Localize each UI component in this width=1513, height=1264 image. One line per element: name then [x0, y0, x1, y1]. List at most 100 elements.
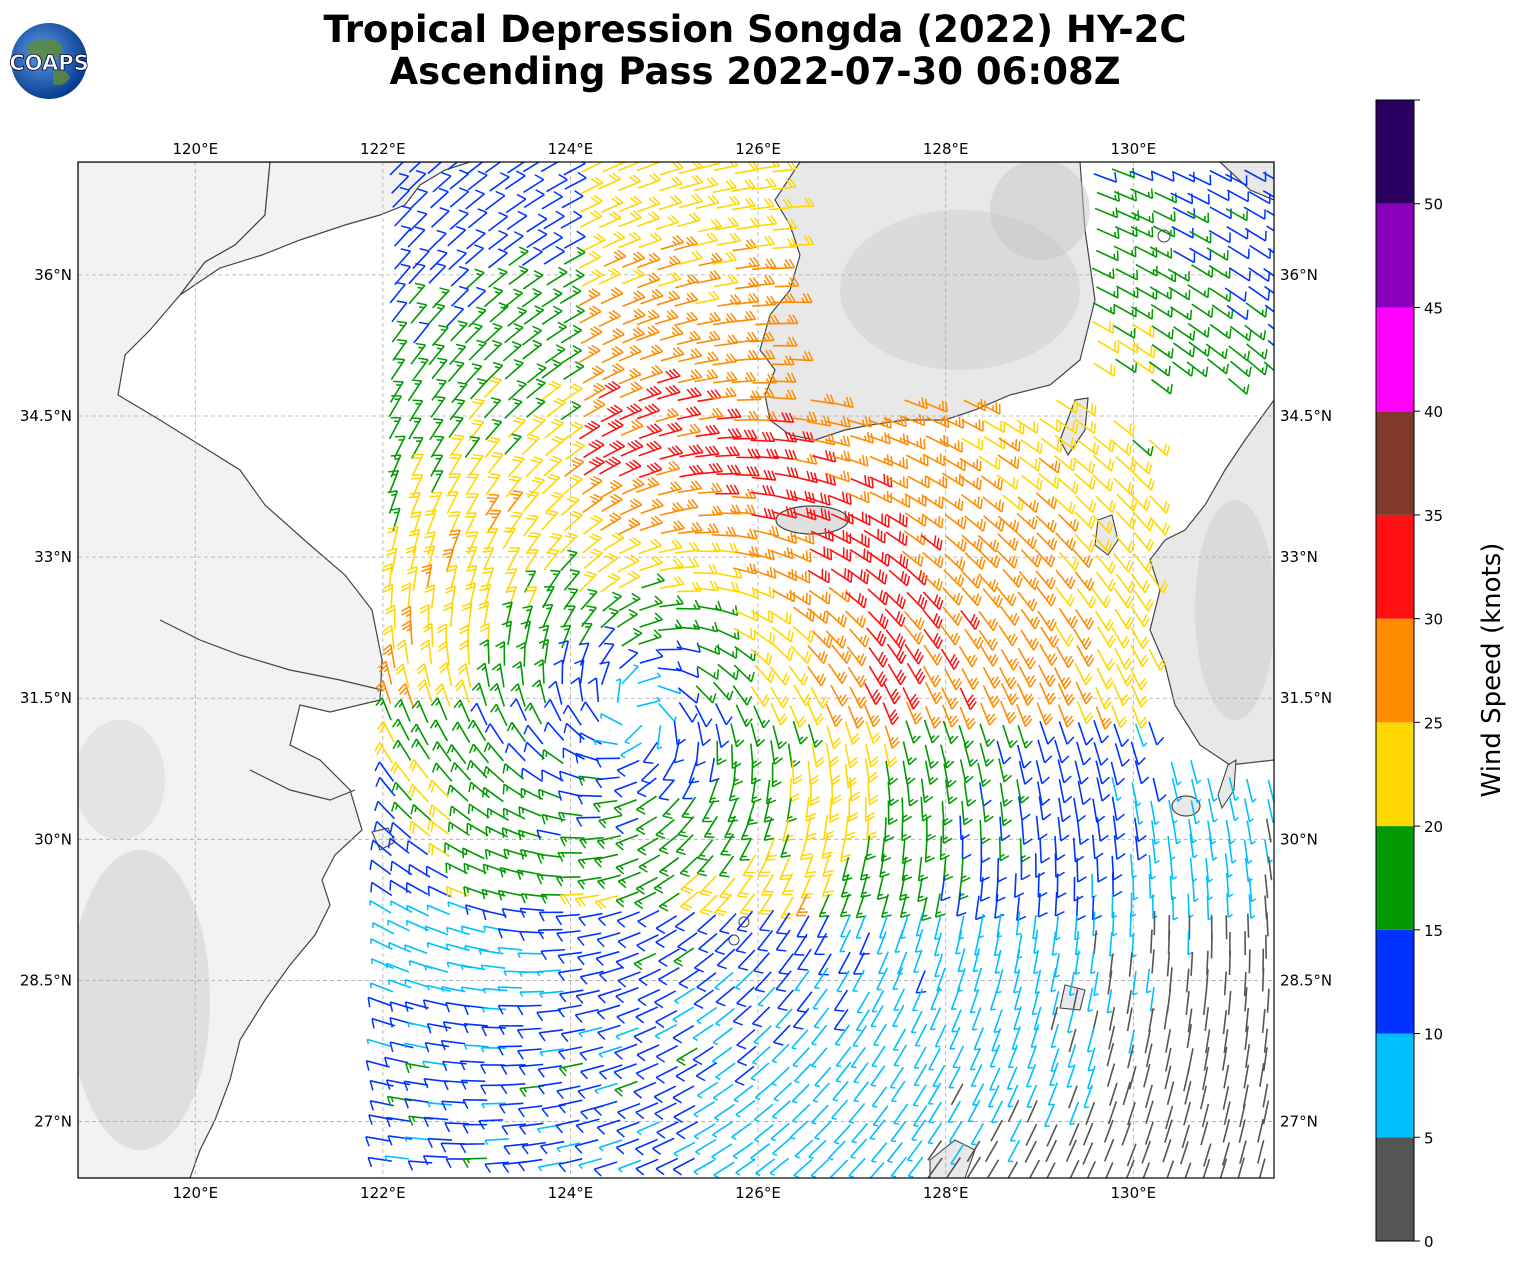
- wind-barb: [555, 876, 581, 887]
- wind-barb: [696, 665, 720, 681]
- wind-barb: [1074, 495, 1097, 514]
- wind-barb: [927, 1082, 942, 1105]
- wind-barb: [1020, 474, 1043, 491]
- colorbar-tick-label: 30: [1424, 611, 1443, 629]
- wind-barb: [615, 987, 639, 1004]
- wind-barb: [424, 1041, 450, 1053]
- wind-barb: [1016, 744, 1032, 769]
- wind-barb: [789, 196, 815, 208]
- wind-barb: [449, 805, 472, 822]
- wind-barb: [715, 446, 740, 458]
- wind-barb: [867, 513, 890, 529]
- wind-barb: [546, 173, 568, 193]
- wind-barb: [602, 591, 623, 612]
- wind-barb: [790, 645, 812, 665]
- wind-barb: [616, 759, 640, 777]
- wind-barb: [451, 721, 471, 744]
- wind-barb: [1190, 951, 1194, 976]
- wind-barb: [525, 532, 541, 554]
- wind-barb: [1073, 628, 1092, 650]
- wind-barb: [769, 665, 790, 686]
- wind-barb: [792, 720, 809, 745]
- wind-barb: [1206, 950, 1209, 975]
- wind-barb: [813, 967, 829, 989]
- wind-barb: [600, 512, 622, 532]
- wind-barb: [679, 890, 700, 912]
- wind-barb: [793, 933, 808, 956]
- wind-barb: [636, 211, 661, 228]
- wind-barb: [389, 1001, 414, 1012]
- wind-barb: [1017, 796, 1031, 821]
- wind-barb: [1246, 358, 1268, 376]
- wind-barb: [959, 706, 976, 730]
- wind-barb: [833, 1008, 849, 1031]
- wind-barb: [1058, 797, 1071, 823]
- wind-barb: [1225, 208, 1248, 222]
- wind-barb: [430, 454, 444, 477]
- wind-barb: [1166, 1081, 1175, 1106]
- wind-barb: [404, 1062, 430, 1074]
- wind-barb: [1171, 777, 1183, 802]
- wind-barb: [389, 1041, 414, 1053]
- wind-barb: [676, 423, 702, 438]
- colorbar-segment: [1376, 929, 1414, 1034]
- wind-barb: [1267, 323, 1274, 330]
- wind-barb: [636, 476, 660, 494]
- wind-barb: [1113, 553, 1134, 573]
- wind-barb: [886, 1141, 904, 1163]
- wind-barb: [408, 492, 421, 516]
- wind-barb: [540, 509, 559, 531]
- wind-barb: [523, 514, 540, 537]
- wind-barb: [369, 982, 394, 993]
- wind-barb: [928, 1101, 943, 1124]
- wind-barb: [557, 1046, 583, 1060]
- wind-barb: [384, 1155, 410, 1161]
- wind-barb: [977, 573, 999, 593]
- wind-barb: [1243, 971, 1247, 997]
- wind-barb: [735, 932, 753, 954]
- wind-barb: [618, 195, 642, 213]
- wind-barb: [538, 1029, 564, 1042]
- wind-barb: [1075, 681, 1093, 705]
- wind-barb: [432, 287, 450, 309]
- wind-barb: [618, 536, 642, 555]
- wind-barb: [522, 270, 544, 290]
- wind-barb: [821, 873, 834, 897]
- wind-barb: [1094, 610, 1114, 632]
- wind-barb: [1134, 817, 1147, 843]
- wind-barb: [771, 1137, 792, 1156]
- wind-barb: [999, 801, 1012, 827]
- wind-barb: [1110, 439, 1133, 456]
- wind-barb: [906, 701, 923, 725]
- wind-barb: [1108, 1006, 1116, 1031]
- wind-barb: [847, 533, 870, 549]
- wind-barb: [488, 267, 508, 288]
- wind-barb: [384, 1056, 409, 1068]
- wind-barb: [1116, 663, 1134, 687]
- wind-barb: [617, 931, 641, 949]
- wind-barb: [771, 1043, 790, 1064]
- wind-barb: [636, 1044, 660, 1062]
- wind-barb: [526, 378, 546, 399]
- wind-barb: [1203, 1143, 1212, 1167]
- wind-barb: [1055, 418, 1078, 434]
- wind-barb: [703, 816, 718, 839]
- wind-barb: [806, 492, 831, 506]
- wind-barb: [504, 359, 524, 380]
- wind-barb: [438, 662, 453, 687]
- wind-barb: [1189, 834, 1198, 859]
- wind-barb: [538, 638, 550, 664]
- wind-barb: [500, 1063, 526, 1075]
- wind-barb: [518, 806, 542, 817]
- wind-barb: [812, 988, 828, 1010]
- wind-barb: [714, 894, 732, 916]
- wind-barb: [718, 855, 735, 878]
- wind-barb: [1228, 267, 1251, 282]
- wind-barb: [927, 1139, 943, 1161]
- wind-barb: [544, 344, 566, 364]
- wind-barb: [1047, 1082, 1059, 1106]
- wind-barb: [1132, 970, 1138, 996]
- wind-barb: [387, 525, 399, 551]
- wind-barb: [972, 948, 981, 973]
- wind-barb: [676, 330, 702, 346]
